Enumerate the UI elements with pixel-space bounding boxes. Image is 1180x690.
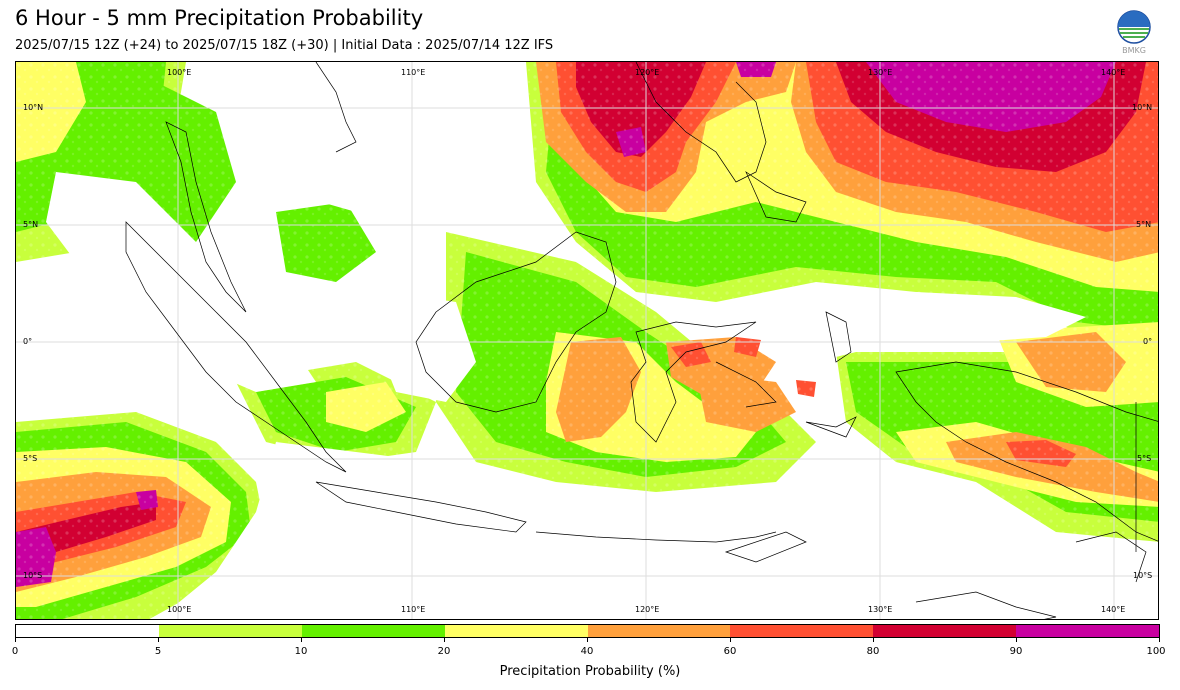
lon-label-top-120: 120°E (635, 68, 660, 77)
lon-label-bottom-110: 110°E (401, 605, 426, 614)
colorbar-tick-40: 40 (580, 646, 594, 657)
colorbar-tick-80: 80 (866, 646, 880, 657)
lat-label-left-10s: 10°S (23, 571, 43, 580)
colorbar-tick-100: 100 (1146, 646, 1166, 657)
colorbar-seg-40-60 (587, 625, 731, 637)
map-title: 6 Hour - 5 mm Precipitation Probability (15, 6, 424, 30)
colorbar-label: Precipitation Probability (%) (499, 664, 681, 679)
colorbar (15, 624, 1160, 638)
colorbar-seg-80-90 (873, 625, 1017, 637)
map-canvas (16, 62, 1158, 619)
colorbar-tickmark (15, 638, 16, 642)
bmkg-logo: BMKG (1114, 10, 1154, 56)
map-subtitle: 2025/07/15 12Z (+24) to 2025/07/15 18Z (… (15, 38, 554, 53)
lon-label-top-140: 140°E (1101, 68, 1126, 77)
colorbar-tick-90: 90 (1009, 646, 1023, 657)
colorbar-tickmark (158, 638, 159, 642)
colorbar-seg-5-10 (158, 625, 302, 637)
lat-label-right-5s: 5°S (1137, 454, 1152, 463)
clear-areas (46, 62, 1158, 619)
logo-text: BMKG (1122, 46, 1146, 55)
colorbar-tick-5: 5 (154, 646, 162, 657)
lon-label-top-100: 100°E (167, 68, 192, 77)
precipitation-map: 100°E 110°E 120°E 130°E 140°E 100°E 110°… (15, 61, 1159, 620)
colorbar-seg-20-40 (444, 625, 588, 637)
lon-label-top-110: 110°E (401, 68, 426, 77)
lat-label-left-10n: 10°N (23, 103, 44, 112)
colorbar-seg-90-100 (1016, 625, 1159, 637)
lat-label-left-5n: 5°N (23, 220, 39, 229)
lat-label-left-0: 0° (23, 337, 33, 346)
colorbar-seg-0-5 (16, 625, 159, 637)
colorbar-tick-20: 20 (437, 646, 451, 657)
colorbar-tickmark (444, 638, 445, 642)
lon-label-top-130: 130°E (868, 68, 893, 77)
lon-label-bottom-100: 100°E (167, 605, 192, 614)
lon-label-bottom-130: 130°E (868, 605, 893, 614)
lat-label-left-5s: 5°S (23, 454, 38, 463)
lat-label-right-10n: 10°N (1132, 103, 1153, 112)
colorbar-tick-10: 10 (294, 646, 308, 657)
graticule (16, 62, 1158, 619)
colorbar-tick-60: 60 (723, 646, 737, 657)
lat-label-right-10s: 10°S (1133, 571, 1153, 580)
colorbar-seg-60-80 (730, 625, 874, 637)
colorbar-tickmark (587, 638, 588, 642)
lon-label-bottom-140: 140°E (1101, 605, 1126, 614)
lon-label-bottom-120: 120°E (635, 605, 660, 614)
colorbar-tickmark (873, 638, 874, 642)
colorbar-tick-0: 0 (11, 646, 19, 657)
colorbar-tickmark (301, 638, 302, 642)
coastlines (125, 62, 1158, 619)
lat-label-right-0: 0° (1143, 337, 1153, 346)
lat-label-right-5n: 5°N (1136, 220, 1152, 229)
colorbar-tickmark (1159, 638, 1160, 642)
colorbar-tickmark (730, 638, 731, 642)
colorbar-seg-10-20 (301, 625, 445, 637)
colorbar-tickmark (1016, 638, 1017, 642)
